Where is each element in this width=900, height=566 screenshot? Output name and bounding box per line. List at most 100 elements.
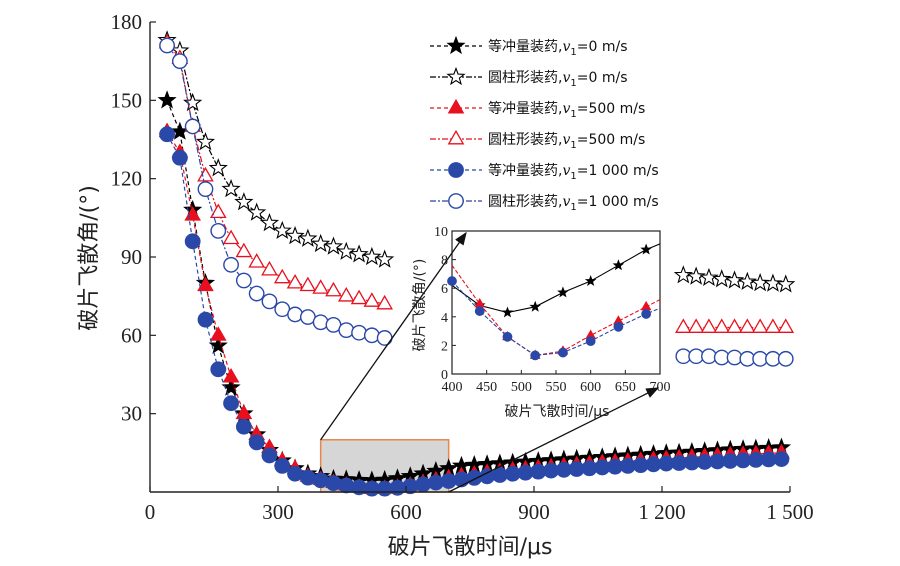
data-point bbox=[209, 203, 227, 219]
legend-marker bbox=[447, 98, 465, 114]
data-point bbox=[222, 229, 240, 245]
data-point bbox=[197, 276, 214, 292]
data-point bbox=[699, 267, 719, 287]
legend-label: 等冲量装药,v1=500 m/s bbox=[488, 100, 645, 120]
data-point bbox=[724, 270, 745, 289]
inset-x-tick-label: 500 bbox=[511, 380, 532, 395]
inset-data-point bbox=[530, 350, 541, 361]
data-point bbox=[712, 269, 732, 288]
data-point bbox=[171, 53, 188, 70]
data-point bbox=[195, 132, 216, 151]
data-point bbox=[351, 324, 367, 341]
inset-x-tick-label: 700 bbox=[650, 380, 671, 395]
data-point bbox=[197, 311, 214, 328]
x-tick-label: 900 bbox=[518, 500, 550, 524]
data-point bbox=[363, 327, 380, 344]
data-point bbox=[777, 318, 795, 333]
data-point bbox=[261, 447, 278, 464]
legend-marker bbox=[447, 129, 465, 145]
data-point bbox=[453, 471, 470, 488]
legend-label: 圆柱形装药,v1=500 m/s bbox=[488, 132, 645, 151]
inset-x-axis-title: 破片飞散时间/μs bbox=[505, 404, 610, 420]
data-point bbox=[311, 233, 331, 253]
data-point bbox=[248, 253, 265, 268]
inset-data-point bbox=[641, 309, 652, 319]
data-point bbox=[713, 318, 731, 333]
data-point bbox=[751, 318, 769, 333]
data-point bbox=[285, 226, 305, 245]
data-point bbox=[777, 350, 794, 367]
data-point bbox=[312, 279, 329, 294]
inset-data-point bbox=[529, 300, 541, 312]
data-point bbox=[375, 249, 395, 268]
inset-frame bbox=[451, 230, 661, 375]
legend-marker bbox=[446, 35, 466, 55]
legend-label: 圆柱形装药,v1=0 m/s bbox=[488, 70, 628, 89]
y-tick-label: 30 bbox=[121, 402, 142, 426]
data-point bbox=[248, 434, 265, 451]
inset-x-tick-label: 550 bbox=[546, 380, 567, 395]
data-point bbox=[312, 472, 329, 489]
data-point bbox=[338, 477, 355, 494]
inset-y-tick-label: 10 bbox=[434, 225, 448, 240]
inset-data-point bbox=[557, 286, 569, 298]
inset-data-point bbox=[640, 243, 652, 255]
inset-data-point bbox=[613, 321, 624, 332]
legend-item: 等冲量装药,v1=0 m/s bbox=[430, 35, 628, 58]
data-point bbox=[325, 281, 342, 297]
legend-label: 等冲量装药,v1=1 000 m/s bbox=[488, 162, 659, 182]
zoom-arrow-left bbox=[320, 231, 467, 441]
data-point bbox=[171, 149, 188, 166]
data-point bbox=[764, 318, 782, 333]
data-point bbox=[210, 222, 227, 239]
data-point bbox=[350, 289, 368, 305]
inset-data-point bbox=[558, 347, 568, 358]
data-point bbox=[349, 244, 369, 263]
x-axis-title: 破片飞散时间/μs bbox=[388, 535, 553, 560]
data-point bbox=[221, 179, 241, 198]
y-tick-label: 180 bbox=[111, 10, 143, 34]
y-axis-title: 破片飞散角/(°) bbox=[77, 185, 102, 331]
data-point bbox=[261, 260, 278, 276]
inset-data-point bbox=[585, 336, 596, 347]
data-point bbox=[776, 274, 796, 293]
x-tick-label: 0 bbox=[145, 500, 156, 524]
data-point bbox=[700, 318, 718, 333]
data-point bbox=[261, 293, 278, 310]
data-point bbox=[389, 479, 406, 496]
data-point bbox=[298, 228, 318, 247]
data-point bbox=[323, 236, 344, 255]
data-point bbox=[299, 469, 316, 486]
zoom-arrow-right bbox=[448, 387, 660, 493]
data-point bbox=[197, 181, 214, 198]
y-tick-label: 150 bbox=[111, 88, 143, 112]
inset-series-2 bbox=[447, 276, 661, 361]
legend-item: 等冲量装药,v1=1 000 m/s bbox=[430, 162, 659, 182]
data-point bbox=[325, 475, 342, 492]
legend-marker bbox=[446, 66, 466, 86]
data-point bbox=[210, 361, 227, 378]
data-point bbox=[363, 292, 381, 307]
data-point bbox=[773, 451, 790, 467]
inset-data-point bbox=[612, 259, 625, 271]
data-point bbox=[673, 265, 693, 284]
data-point bbox=[222, 367, 240, 383]
inset-x-tick-label: 600 bbox=[580, 380, 601, 395]
inset-x-tick-label: 450 bbox=[476, 380, 497, 395]
data-point bbox=[235, 242, 253, 258]
data-point bbox=[750, 273, 770, 292]
x-tick-label: 300 bbox=[262, 500, 294, 524]
data-point bbox=[336, 241, 356, 260]
data-point bbox=[687, 318, 705, 333]
data-point bbox=[197, 166, 214, 182]
data-point bbox=[183, 92, 203, 112]
data-point bbox=[235, 272, 252, 289]
data-point bbox=[415, 476, 431, 493]
legend-item: 等冲量装药,v1=500 m/s bbox=[430, 98, 645, 120]
inset-data-point bbox=[501, 306, 514, 318]
data-point bbox=[312, 314, 329, 331]
legend-label: 圆柱形装药,v1=1 000 m/s bbox=[488, 194, 659, 213]
y-tick-label: 120 bbox=[111, 167, 143, 191]
data-point bbox=[338, 322, 355, 339]
